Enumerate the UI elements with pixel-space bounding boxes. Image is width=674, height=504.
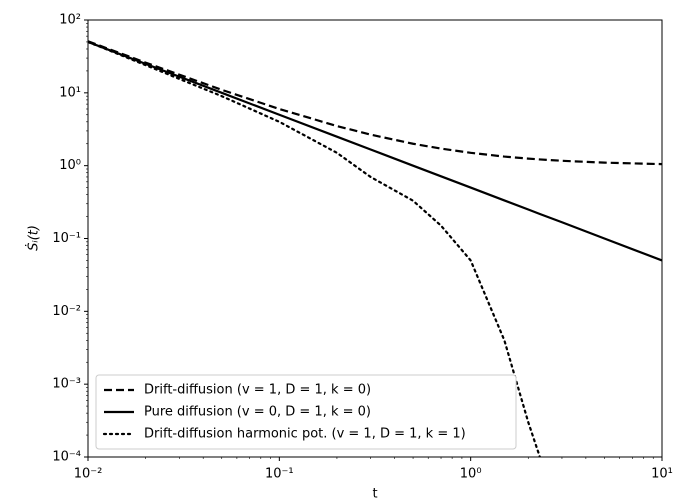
y-tick-label: 10⁰	[59, 158, 81, 173]
x-tick-label: 10⁰	[460, 467, 482, 482]
y-tick-label: 10⁻¹	[52, 231, 81, 246]
axes-frame	[87, 19, 663, 458]
legend-label: Drift-diffusion harmonic pot. (v = 1, D …	[144, 427, 466, 442]
plot-area	[88, 40, 662, 457]
x-axis-label: t	[372, 487, 377, 502]
line-series	[88, 40, 541, 457]
x-tick-label: 10¹	[651, 467, 673, 482]
y-tick-label: 10⁻²	[52, 304, 81, 319]
line-series	[88, 40, 662, 262]
x-tick-label: 10⁻²	[74, 467, 103, 482]
y-tick-label: 10⁻⁴	[52, 450, 81, 465]
y-tick-label: 10¹	[59, 85, 81, 100]
y-tick-label: 10²	[59, 13, 81, 28]
y-axis-label: Ṡᵢ(t)	[25, 225, 42, 251]
y-tick-label: 10⁻³	[52, 377, 81, 392]
legend-label: Drift-diffusion (v = 1, D = 1, k = 0)	[144, 383, 371, 398]
legend-label: Pure diffusion (v = 0, D = 1, k = 0)	[144, 405, 371, 420]
line-series	[88, 40, 662, 166]
legend-box	[95, 374, 517, 450]
x-tick-label: 10⁻¹	[265, 467, 294, 482]
